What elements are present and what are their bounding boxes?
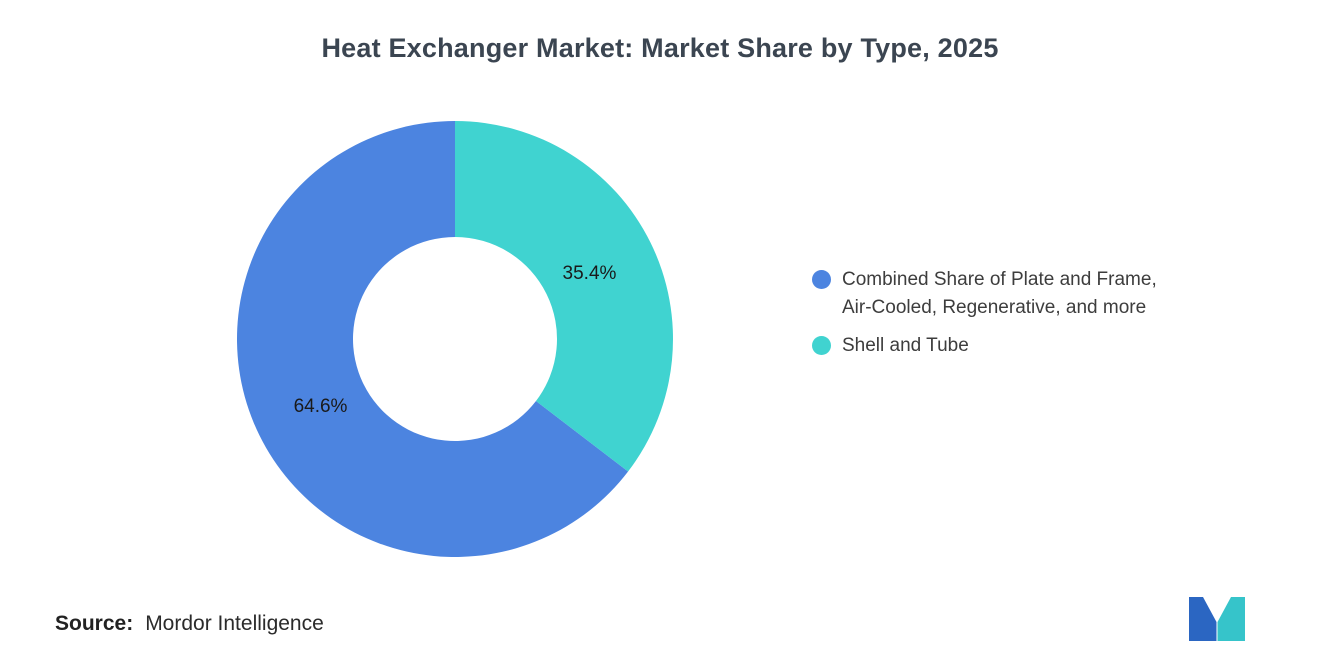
legend-label-line: Shell and Tube xyxy=(842,335,969,356)
donut-svg: 64.6% 35.4% xyxy=(236,121,673,557)
donut-slice xyxy=(455,121,673,472)
legend-item: Combined Share of Plate and Frame, Air-C… xyxy=(812,266,1157,322)
mordor-intelligence-logo xyxy=(1189,597,1245,641)
chart-legend: Combined Share of Plate and Frame, Air-C… xyxy=(812,266,1157,370)
legend-label-line: Air-Cooled, Regenerative, and more xyxy=(842,297,1147,318)
legend-dot-shell-and-tube xyxy=(812,336,831,355)
slice-data-label: 35.4% xyxy=(563,263,617,284)
legend-label-combined-share: Combined Share of Plate and Frame, Air-C… xyxy=(842,266,1157,322)
legend-label-line: Combined Share of Plate and Frame, xyxy=(842,269,1157,290)
legend-label-shell-and-tube: Shell and Tube xyxy=(842,332,969,360)
logo-left-shape xyxy=(1189,597,1217,641)
legend-item: Shell and Tube xyxy=(812,332,1157,360)
source-label: Source: xyxy=(55,612,134,635)
source-line: Source: Mordor Intelligence xyxy=(55,612,324,636)
logo-right-shape xyxy=(1217,597,1245,641)
chart-title: Heat Exchanger Market: Market Share by T… xyxy=(321,33,999,63)
donut-slice xyxy=(236,121,629,557)
donut-chart: 64.6% 35.4% xyxy=(235,119,675,559)
legend-dot-combined-share xyxy=(812,270,831,289)
source-value: Mordor Intelligence xyxy=(145,612,324,635)
slice-data-label: 64.6% xyxy=(294,396,348,417)
